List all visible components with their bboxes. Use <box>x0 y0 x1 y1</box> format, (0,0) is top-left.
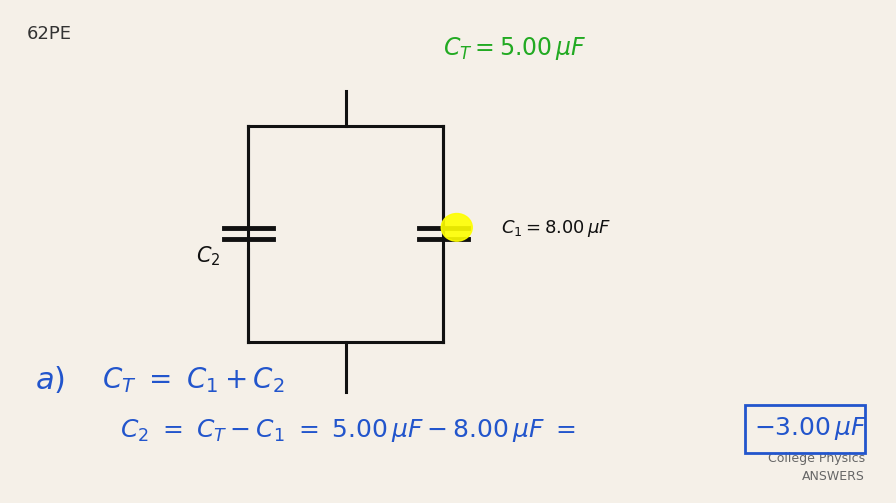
Text: $C_T \ = \ C_1 + C_2$: $C_T \ = \ C_1 + C_2$ <box>102 365 284 395</box>
Text: 62PE: 62PE <box>27 25 72 43</box>
Text: $a)$: $a)$ <box>36 364 65 395</box>
Text: $-3.00\,\mu F$: $-3.00\,\mu F$ <box>754 415 867 442</box>
Text: $C_2 \ = \ C_T - C_1 \ = \ 5.00\,\mu F - 8.00\,\mu F \ =$: $C_2 \ = \ C_T - C_1 \ = \ 5.00\,\mu F -… <box>120 416 575 444</box>
Text: College Physics
ANSWERS: College Physics ANSWERS <box>768 452 865 483</box>
Text: $C_2$: $C_2$ <box>196 245 220 268</box>
Text: $C_T = 5.00\,\mu F$: $C_T = 5.00\,\mu F$ <box>444 35 587 62</box>
Text: $C_1 = 8.00\,\mu F$: $C_1 = 8.00\,\mu F$ <box>501 218 611 239</box>
Ellipse shape <box>441 214 472 241</box>
